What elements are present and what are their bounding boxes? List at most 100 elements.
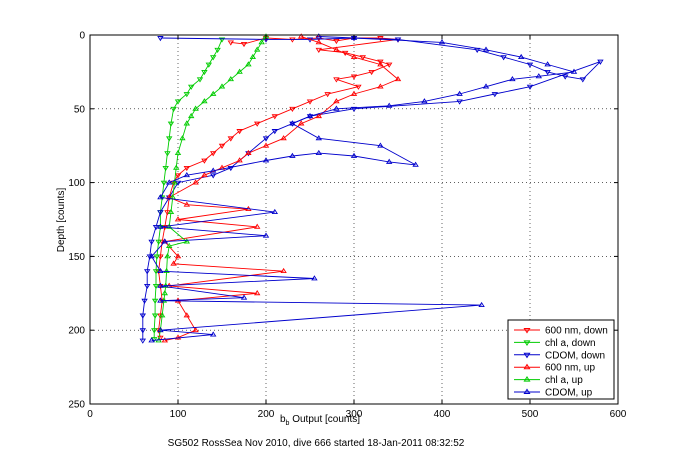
data-point <box>350 90 358 96</box>
data-point <box>205 62 213 68</box>
y-tick-label: 100 <box>68 178 85 189</box>
data-point <box>262 142 270 148</box>
data-point <box>162 165 169 172</box>
data-point <box>253 121 261 127</box>
data-point <box>157 313 164 319</box>
x-tick-label: 100 <box>170 409 187 420</box>
data-point <box>148 337 155 343</box>
data-point <box>157 194 164 200</box>
data-point <box>385 62 393 68</box>
data-point <box>315 47 323 54</box>
data-point <box>157 210 164 216</box>
data-point <box>385 102 393 108</box>
data-point <box>227 165 235 172</box>
data-point <box>174 216 182 222</box>
data-point <box>151 328 158 334</box>
data-point <box>153 254 161 260</box>
data-point <box>174 99 182 105</box>
data-point <box>201 70 208 76</box>
data-point <box>306 99 314 105</box>
legend-marker <box>523 376 531 382</box>
x-axis-ticks: 0 100 200 300 400 500 600 <box>87 35 627 420</box>
data-point <box>258 39 265 45</box>
data-point <box>155 239 162 245</box>
data-point <box>280 135 287 141</box>
data-point <box>157 282 164 288</box>
data-point <box>157 36 164 42</box>
data-point <box>500 55 507 61</box>
y-axis-label: Depth [counts] <box>56 188 67 253</box>
data-point <box>438 39 446 45</box>
data-point <box>183 238 191 244</box>
chart-caption: SG502 RossSea Nov 2010, dive 666 started… <box>168 438 465 449</box>
legend-label: 600 nm, up <box>545 363 595 374</box>
data-point <box>170 260 177 266</box>
data-point <box>456 99 463 105</box>
x-tick-label: 500 <box>522 409 539 420</box>
legend-label: chl a, up <box>545 375 583 386</box>
data-point <box>249 53 257 60</box>
series-line <box>151 36 575 341</box>
legend-marker <box>523 352 531 359</box>
data-point <box>377 59 384 65</box>
data-point <box>152 269 160 275</box>
data-point <box>227 76 235 82</box>
data-point <box>209 90 217 96</box>
data-point <box>183 165 191 172</box>
data-point <box>579 77 587 83</box>
data-point <box>179 135 186 141</box>
data-point <box>152 224 160 231</box>
data-point <box>161 238 169 244</box>
data-point <box>368 70 375 76</box>
data-point <box>394 76 402 82</box>
data-point <box>157 223 164 229</box>
y-tick-label: 250 <box>68 400 85 411</box>
data-point <box>456 90 463 96</box>
data-point <box>333 77 340 83</box>
data-point <box>174 334 182 340</box>
x-tick-label: 300 <box>346 409 363 420</box>
data-point <box>333 105 340 111</box>
data-point <box>350 53 358 60</box>
data-point <box>209 173 217 179</box>
data-point <box>311 275 318 281</box>
data-point <box>253 290 261 296</box>
data-point <box>245 149 252 155</box>
data-point <box>262 232 270 238</box>
data-point <box>160 180 168 186</box>
data-point <box>544 70 551 76</box>
data-point <box>315 149 323 155</box>
data-point <box>240 41 248 48</box>
series-5 <box>148 33 578 343</box>
series-3 <box>161 33 402 343</box>
data-point <box>152 284 160 290</box>
data-point <box>377 61 384 67</box>
data-point <box>141 298 148 304</box>
y-tick-label: 200 <box>68 326 85 337</box>
data-point <box>377 142 384 148</box>
data-point <box>157 297 164 303</box>
data-point <box>148 253 155 259</box>
data-point <box>385 158 393 164</box>
data-point <box>209 331 217 337</box>
data-point <box>157 254 164 260</box>
data-point <box>165 179 173 185</box>
series-line <box>163 36 399 341</box>
data-point <box>544 61 551 67</box>
x-tick-label: 200 <box>258 409 275 420</box>
data-point <box>183 171 191 178</box>
data-point <box>350 74 358 80</box>
data-point <box>201 171 208 178</box>
data-point <box>240 294 248 300</box>
data-point <box>245 61 252 67</box>
data-point <box>315 135 323 141</box>
data-point <box>187 84 195 90</box>
data-point <box>167 121 175 127</box>
data-point <box>289 106 296 113</box>
data-point <box>236 157 243 163</box>
legend-box <box>507 319 615 400</box>
data-point <box>271 208 279 215</box>
data-point <box>192 105 199 111</box>
data-point <box>155 328 162 334</box>
